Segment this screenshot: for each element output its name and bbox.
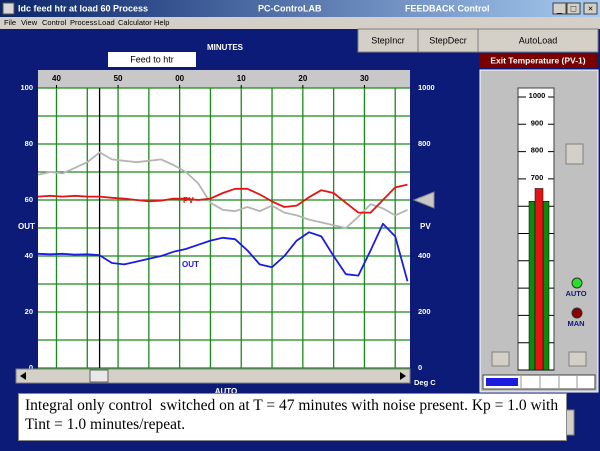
- toolbar-button-label[interactable]: StepIncr: [371, 35, 405, 45]
- setpoint-marker: [412, 191, 435, 209]
- gauge-pv-bar: [534, 188, 544, 371]
- y-tick-label: 80: [25, 139, 33, 148]
- progress-fill: [486, 378, 518, 386]
- gauge-title-box: [479, 53, 598, 68]
- y-tick-label: 20: [25, 307, 33, 316]
- toolbar-button[interactable]: [477, 28, 599, 53]
- panel-button[interactable]: [565, 143, 584, 165]
- x-axis-title: MINUTES: [207, 43, 244, 52]
- window-title: Idc feed htr at load 60 Process: [18, 3, 148, 13]
- gauge-tick-label: 900: [531, 118, 544, 127]
- man-led: [571, 307, 583, 319]
- status-label: MAN: [567, 319, 584, 328]
- x-tick-label: 00: [175, 74, 184, 83]
- mode-label: AUTO: [215, 387, 238, 396]
- y2-tick-label: 800: [418, 139, 431, 148]
- series-line: [37, 222, 409, 282]
- window-button-glyph: ×: [588, 3, 593, 13]
- x-tick-label: 20: [298, 74, 307, 83]
- menu-item[interactable]: View: [21, 18, 38, 27]
- x-tick-label: 10: [237, 74, 246, 83]
- window-button-glyph: _: [556, 3, 563, 13]
- note-side-button[interactable]: [565, 409, 575, 436]
- y-tick-label: 60: [25, 195, 33, 204]
- y2-tick-label: 0: [418, 363, 422, 372]
- y2-tick-label: 1000: [418, 83, 435, 92]
- panel-button[interactable]: [491, 351, 510, 367]
- y2-tick-label: 400: [418, 251, 431, 260]
- panel-button[interactable]: [568, 351, 587, 367]
- menu-item[interactable]: Control: [42, 18, 67, 27]
- toolbar-button-label[interactable]: AutoLoad: [519, 35, 558, 45]
- series-line: [37, 183, 408, 214]
- menu-item[interactable]: Calculator: [118, 18, 152, 27]
- app-name: PC-ControLAB: [258, 3, 322, 13]
- gauge-sp-bar: [542, 201, 550, 371]
- note-box: Integral only control switched on at T =…: [18, 393, 567, 441]
- unit-label: Deg C: [414, 378, 436, 387]
- title-bar: [0, 0, 600, 17]
- gauge-title: Exit Temperature (PV-1): [490, 55, 585, 65]
- mode-name: FEEDBACK Control: [405, 3, 490, 13]
- status-label: AUTO: [565, 289, 586, 298]
- x-tick-label: 40: [52, 74, 61, 83]
- menu-item[interactable]: Load: [98, 18, 115, 27]
- series-label: PV: [183, 196, 194, 205]
- input-label-box: [108, 52, 196, 67]
- auto-led: [571, 277, 583, 289]
- scroll-left[interactable]: [20, 372, 26, 380]
- scrollbar[interactable]: [15, 368, 411, 384]
- scroll-right[interactable]: [400, 372, 406, 380]
- gauge-label-bg: [526, 118, 548, 129]
- gauge-tick-label: 700: [531, 173, 544, 182]
- gauge-label-bg: [526, 145, 548, 156]
- app-icon: [2, 2, 15, 15]
- series-label: OUT: [182, 260, 199, 269]
- x-tick-label: 30: [360, 74, 369, 83]
- time-header: [38, 70, 410, 88]
- window-button-glyph: □: [571, 3, 577, 13]
- menu-item[interactable]: Process: [70, 18, 97, 27]
- gauge-label-bg: [526, 91, 548, 101]
- gauge-tick-label: 800: [531, 146, 544, 155]
- gauge-sp-bar: [528, 201, 536, 371]
- gauge-tick-label: 1000: [529, 91, 546, 100]
- y2-axis-title: PV: [420, 222, 431, 231]
- input-label: Feed to htr: [130, 54, 174, 64]
- menu-item[interactable]: File: [4, 18, 16, 27]
- series-line: [37, 151, 408, 229]
- y-axis-title: OUT: [18, 222, 35, 231]
- window-button[interactable]: [552, 2, 567, 15]
- window-button[interactable]: [583, 2, 598, 15]
- y-tick-label: 0: [29, 363, 33, 372]
- gauge-label-bg: [526, 172, 548, 183]
- menu-bar: [0, 17, 600, 29]
- y-tick-label: 100: [20, 83, 33, 92]
- y-tick-label: 40: [25, 251, 33, 260]
- scroll-thumb[interactable]: [89, 369, 109, 383]
- x-tick-label: 50: [114, 74, 123, 83]
- menu-item[interactable]: Help: [154, 18, 169, 27]
- y2-tick-label: 200: [418, 307, 431, 316]
- toolbar-button-label[interactable]: StepDecr: [429, 35, 467, 45]
- window-button[interactable]: [566, 2, 581, 15]
